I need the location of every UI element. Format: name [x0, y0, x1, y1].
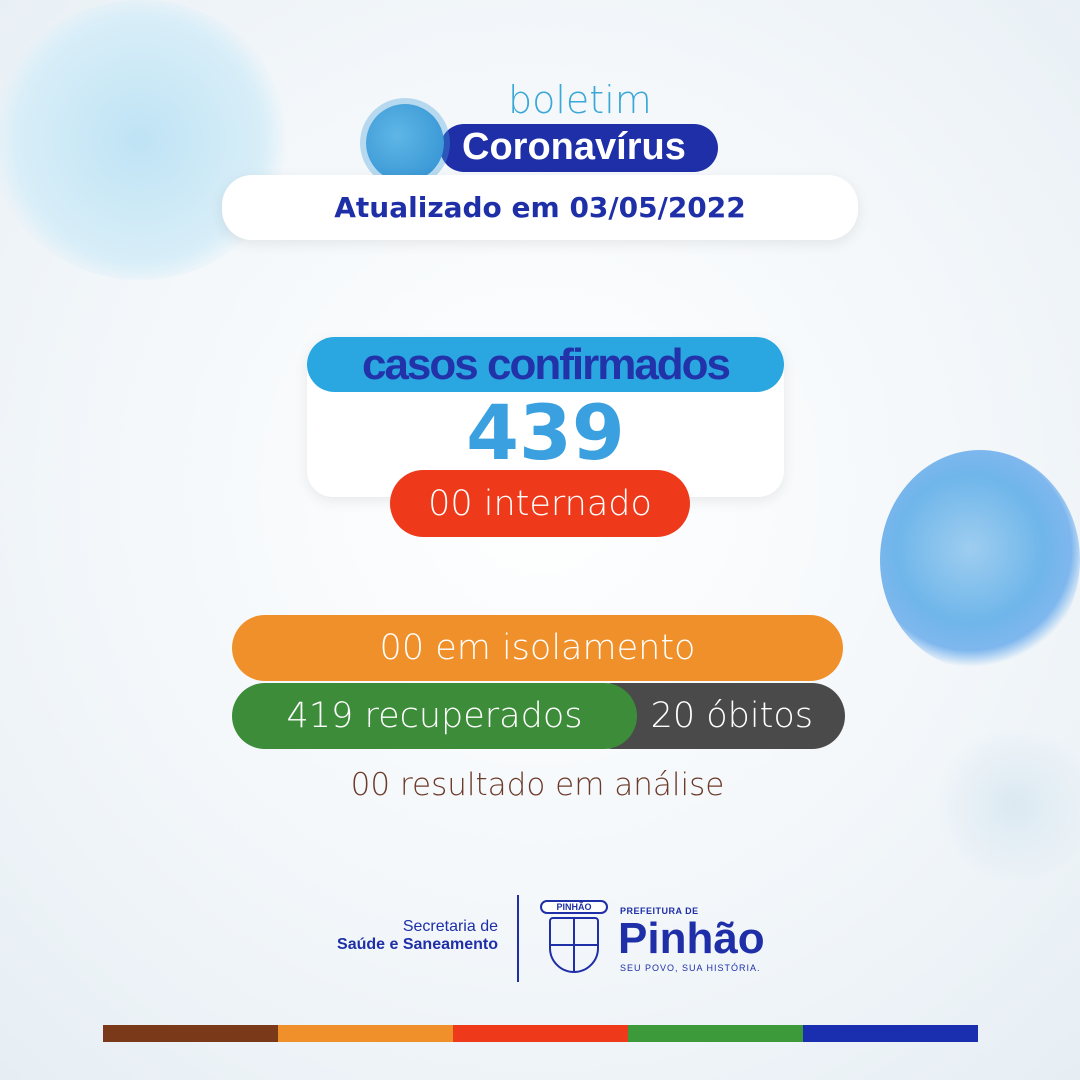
department-line2: Saúde e Saneamento [337, 936, 498, 953]
isolation-badge: 00 em isolamento [232, 615, 843, 681]
boletim-label: boletim [508, 78, 652, 122]
title-banner [440, 124, 718, 172]
virus-decoration-bottom-right [930, 730, 1080, 880]
color-bar-brown [103, 1025, 278, 1042]
hospitalized-text: 00 internado [428, 483, 652, 524]
recovered-text: 419 recuperados [286, 696, 583, 736]
color-bar-green [628, 1025, 803, 1042]
confirmed-value: 439 [466, 388, 625, 477]
virus-decoration-right [880, 450, 1080, 670]
color-bar-orange [278, 1025, 453, 1042]
updated-date: Atualizado em 03/05/2022 [334, 191, 746, 224]
color-bar [103, 1025, 978, 1042]
city-name: Pinhão [618, 914, 765, 963]
hospitalized-badge: 00 internado [390, 470, 690, 537]
confirmed-label: casos confirmados [307, 337, 784, 392]
city-prefix: PREFEITURA DE [620, 906, 699, 916]
pending-text: 00 resultado em análise [350, 767, 725, 803]
footer-divider [517, 895, 519, 982]
city-crest: PINHÃO [540, 900, 608, 978]
crest-banner: PINHÃO [540, 900, 608, 914]
date-card: Atualizado em 03/05/2022 [222, 175, 858, 240]
isolation-text: 00 em isolamento [379, 628, 696, 668]
virus-icon [366, 104, 444, 182]
department-line1: Secretaria de [402, 918, 498, 935]
city-slogan: SEU POVO, SUA HISTÓRIA. [620, 963, 761, 973]
deaths-text: 20 óbitos [650, 696, 813, 736]
color-bar-red [453, 1025, 628, 1042]
department: Secretaria de Saúde e Saneamento [337, 918, 498, 954]
confirmed-label-text: casos confirmados [361, 339, 731, 389]
recovered-badge: 419 recuperados [232, 683, 637, 749]
color-bar-blue [803, 1025, 978, 1042]
title: Coronavírus [462, 126, 686, 168]
